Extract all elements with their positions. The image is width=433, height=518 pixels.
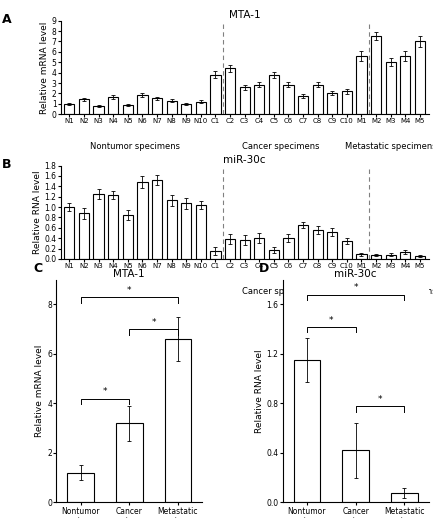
Bar <box>79 213 89 259</box>
Text: *: * <box>152 318 156 327</box>
Text: Nontumor specimens: Nontumor specimens <box>90 287 180 296</box>
Text: Cancer specimens: Cancer specimens <box>242 142 320 151</box>
Text: *: * <box>378 395 382 404</box>
Text: B: B <box>2 158 11 171</box>
Bar <box>269 75 279 114</box>
Text: *: * <box>353 283 358 292</box>
Bar <box>400 252 410 259</box>
Text: A: A <box>2 13 11 26</box>
Y-axis label: Relative mRNA level: Relative mRNA level <box>40 21 49 113</box>
Bar <box>152 180 162 259</box>
Bar <box>400 56 410 114</box>
Bar <box>385 255 396 259</box>
Bar <box>210 75 220 114</box>
Bar <box>79 99 89 114</box>
Bar <box>167 200 177 259</box>
Bar <box>313 84 323 114</box>
Bar <box>342 241 352 259</box>
Bar <box>108 195 118 259</box>
Bar <box>371 36 381 114</box>
Bar <box>391 493 418 502</box>
Bar <box>123 215 133 259</box>
Bar <box>254 84 265 114</box>
Bar <box>298 96 308 114</box>
Bar <box>181 104 191 114</box>
Bar <box>415 41 425 114</box>
Bar <box>239 87 250 114</box>
Bar <box>283 84 294 114</box>
Bar <box>415 256 425 259</box>
Bar <box>116 423 143 502</box>
Bar <box>181 204 191 259</box>
Text: *: * <box>329 315 333 324</box>
Bar <box>327 93 337 114</box>
Bar <box>67 473 94 502</box>
Title: miR-30c: miR-30c <box>334 269 377 279</box>
Y-axis label: Relative RNA level: Relative RNA level <box>255 349 264 433</box>
Bar <box>94 194 104 259</box>
Bar <box>269 250 279 259</box>
Bar <box>356 56 367 114</box>
Title: MTA-1: MTA-1 <box>113 269 145 279</box>
Bar <box>196 205 206 259</box>
Bar <box>239 240 250 259</box>
Title: MTA-1: MTA-1 <box>229 10 261 20</box>
Bar <box>298 225 308 259</box>
Bar <box>94 106 104 114</box>
Text: *: * <box>127 286 132 295</box>
Bar <box>225 239 235 259</box>
Bar <box>196 102 206 114</box>
Text: *: * <box>103 387 107 396</box>
Bar <box>327 232 337 259</box>
Bar <box>254 238 265 259</box>
Text: Metastatic specimens: Metastatic specimens <box>345 287 433 296</box>
Text: D: D <box>259 262 269 275</box>
Bar <box>108 97 118 114</box>
Bar <box>210 251 220 259</box>
Text: Metastatic specimens: Metastatic specimens <box>345 142 433 151</box>
Text: C: C <box>33 262 42 275</box>
Bar <box>371 255 381 259</box>
Bar <box>165 339 191 502</box>
Bar <box>167 100 177 114</box>
Bar <box>123 105 133 114</box>
Text: Nontumor specimens: Nontumor specimens <box>90 142 180 151</box>
Y-axis label: Relative mRNA level: Relative mRNA level <box>36 345 45 437</box>
Y-axis label: Relative RNA level: Relative RNA level <box>32 170 42 254</box>
Bar <box>64 104 74 114</box>
Bar <box>385 62 396 114</box>
Bar <box>283 238 294 259</box>
Bar <box>356 254 367 259</box>
Bar <box>225 68 235 114</box>
Title: miR-30c: miR-30c <box>223 155 266 165</box>
Bar <box>313 230 323 259</box>
Bar <box>137 95 148 114</box>
Bar <box>152 98 162 114</box>
Bar <box>294 360 320 502</box>
Bar <box>64 207 74 259</box>
Text: Cancer specimens: Cancer specimens <box>242 287 320 296</box>
Bar <box>342 451 369 502</box>
Bar <box>342 91 352 114</box>
Bar <box>137 182 148 259</box>
